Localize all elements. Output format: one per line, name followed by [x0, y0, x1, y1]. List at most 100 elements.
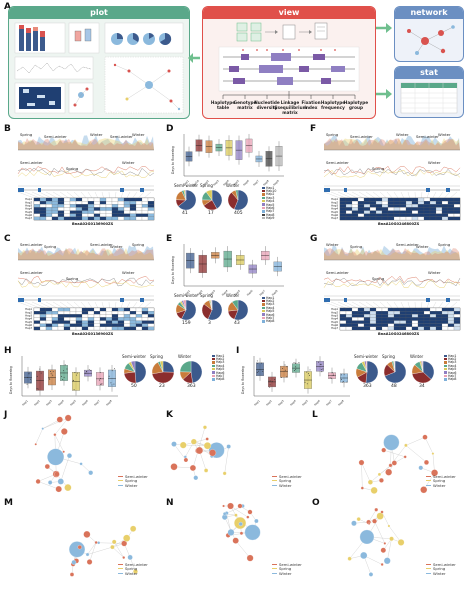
- svg-text:Hap5: Hap5: [25, 210, 32, 214]
- view-box: view: [202, 6, 376, 119]
- legend-swatch: [262, 316, 265, 320]
- plot-thumbnails: [14, 22, 184, 114]
- season-label-mid: Winter: [428, 270, 441, 275]
- season-label-top: Spring: [20, 132, 33, 137]
- svg-text:Hap2: Hap2: [25, 310, 32, 314]
- svg-text:Hap3: Hap3: [208, 289, 216, 297]
- legend-item: Hap6: [262, 206, 282, 211]
- network-legend-label: Spring: [279, 478, 292, 484]
- legend-label: Hap7: [216, 374, 225, 379]
- legend-swatch: [444, 374, 447, 378]
- legend-swatch: [262, 189, 265, 193]
- season-label-mid: Winter: [122, 270, 135, 275]
- legend-item: Hap9: [262, 216, 282, 220]
- legend-label: Hap1: [266, 295, 275, 300]
- legend-swatch: [262, 210, 265, 213]
- season-label-top: Spring: [132, 242, 145, 247]
- output-haplotype-frequency[interactable]: Haplotype frequency: [320, 100, 346, 110]
- legend-label: Hap6: [266, 206, 275, 211]
- network-legend-label: Semi-winter: [125, 473, 148, 479]
- hap-legend: Hap1 Hap2 Hap3 Hap4 Hap5 Hap6 Hap7 Hap8: [444, 354, 464, 381]
- legend-item: Hap7: [262, 209, 282, 213]
- pie-name-label: Winter: [410, 354, 424, 359]
- season-label-top: Winter: [326, 242, 339, 247]
- legend-swatch: [444, 357, 447, 361]
- legend-label: Hap4: [266, 305, 275, 310]
- track-panel-c: C Hap1 Hap2 Hap3 Hap4 Hap5 Hap6 Hap7 Semi-winter…: [4, 234, 158, 340]
- svg-text:Hap2: Hap2: [265, 399, 273, 406]
- legend-label: Hap2: [216, 357, 225, 362]
- svg-text:Hap6: Hap6: [246, 289, 254, 297]
- network-legend-item: Semi-winter: [272, 562, 308, 567]
- pie-name-label: Winter: [226, 183, 240, 188]
- legend-label: Hap8: [216, 377, 225, 382]
- network-legend-item: Spring: [426, 478, 462, 483]
- svg-text:Hap1: Hap1: [253, 399, 261, 406]
- panel-letter-d: D: [166, 124, 174, 134]
- legend-swatch: [262, 206, 265, 210]
- legend-item: Hap3: [262, 302, 282, 306]
- boxplot-svg: Hap1 Hap2 Hap3 Hap4 Hap5 Hap6 Hap7 Hap8: [175, 244, 284, 321]
- boxplot-svg: Hap1 Hap10 Hap2 Hap3 Hap4 Hap5 Hap6 Hap7 Hap8 Hap…: [175, 133, 284, 211]
- network-legend-item: Winter: [272, 571, 308, 576]
- season-label-mid: Semi-winter: [326, 270, 349, 275]
- panel-letter-m: M: [4, 498, 13, 508]
- network-legend-label: Spring: [433, 566, 446, 572]
- legend-item: Hap3: [444, 360, 464, 364]
- season-label-top: Semi-winter: [110, 134, 133, 139]
- stat-title: stat: [395, 67, 463, 79]
- svg-text:Hap6: Hap6: [242, 179, 250, 187]
- legend-label: Hap4: [448, 363, 457, 368]
- hap-legend: Hap1 Hap2 Hap3 Hap4 Hap5 Hap6 Hap7 Hap8: [212, 354, 232, 381]
- network-panel-k: K Semi-winter Spring Winter: [166, 410, 308, 502]
- thumb-bar-chart: [19, 25, 45, 51]
- network-legend-item: Spring: [118, 478, 154, 484]
- arrow-view-to-plot: [188, 53, 200, 63]
- output-haplotype-table[interactable]: Haplotype table: [210, 100, 236, 110]
- svg-text:Hap6: Hap6: [25, 213, 32, 217]
- boxplot-svg: Hap1 Hap2 Hap3 Hap4 Hap5 Hap6 Hap7 Hap8: [21, 356, 203, 406]
- output-linkage-disequilibrium[interactable]: Linkage disequilibrium matrix: [273, 100, 307, 115]
- network-legend-label: Winter: [433, 570, 446, 576]
- legend-item: Hap7: [212, 374, 232, 379]
- svg-text:Hap1: Hap1: [182, 179, 190, 187]
- legend-swatch: [212, 364, 215, 368]
- panel-letter-n: N: [166, 498, 174, 508]
- pie-count-label: 363: [363, 384, 372, 389]
- season-label-top: Semi-winter: [396, 242, 419, 247]
- svg-text:Hap6: Hap6: [313, 399, 321, 406]
- svg-text:Hap2: Hap2: [25, 200, 32, 204]
- svg-text:Hap1: Hap1: [21, 399, 29, 406]
- legend-swatch: [118, 563, 123, 565]
- network-legend-label: Spring: [125, 478, 138, 484]
- season-label-top: Semi-winter: [350, 134, 373, 139]
- box-panel-h: H Hap1 Hap2 Hap3 Hap4 Hap5 Hap6 Hap7 Hap8 Days to…: [4, 346, 234, 406]
- legend-swatch: [426, 484, 431, 487]
- output-haplotype-group[interactable]: Haplotype group: [343, 100, 369, 110]
- svg-text:Hap2: Hap2: [331, 200, 338, 204]
- svg-text:Hap4: Hap4: [331, 207, 338, 211]
- output-nucleotide-diversity[interactable]: Nucleotide diversity: [254, 100, 280, 110]
- box-panel-i: I Hap1 Hap2 Hap3 Hap4 Hap5 Hap6 Hap7 Hap8 Days to…: [236, 346, 466, 406]
- network-legend-item: Spring: [426, 566, 462, 572]
- gene-label: BnaA02G0136900ZS: [72, 222, 114, 226]
- network-thumbnail: [407, 25, 455, 55]
- legend-label: Hap1: [216, 353, 225, 358]
- legend-item: Hap2: [444, 357, 464, 362]
- season-label-mid: Spring: [372, 276, 385, 281]
- legend-swatch: [212, 378, 215, 381]
- y-axis-label: Days to flowering: [171, 256, 175, 284]
- svg-text:Hap1: Hap1: [331, 197, 338, 201]
- legend-label: Hap2: [448, 357, 457, 362]
- legend-item: Hap10: [262, 189, 282, 193]
- legend-swatch: [272, 480, 277, 482]
- legend-label: Hap1: [448, 353, 457, 358]
- output-genotype-matrix[interactable]: Genotype matrix: [233, 100, 257, 110]
- output-fixation-index[interactable]: Fixation index: [301, 100, 321, 110]
- arrows-view-to-network-stat: [376, 23, 392, 99]
- legend-label: Hap2: [266, 299, 275, 304]
- legend-label: Hap7: [448, 374, 457, 379]
- legend-item: Hap5: [444, 367, 464, 371]
- legend-item: Hap8: [262, 319, 282, 323]
